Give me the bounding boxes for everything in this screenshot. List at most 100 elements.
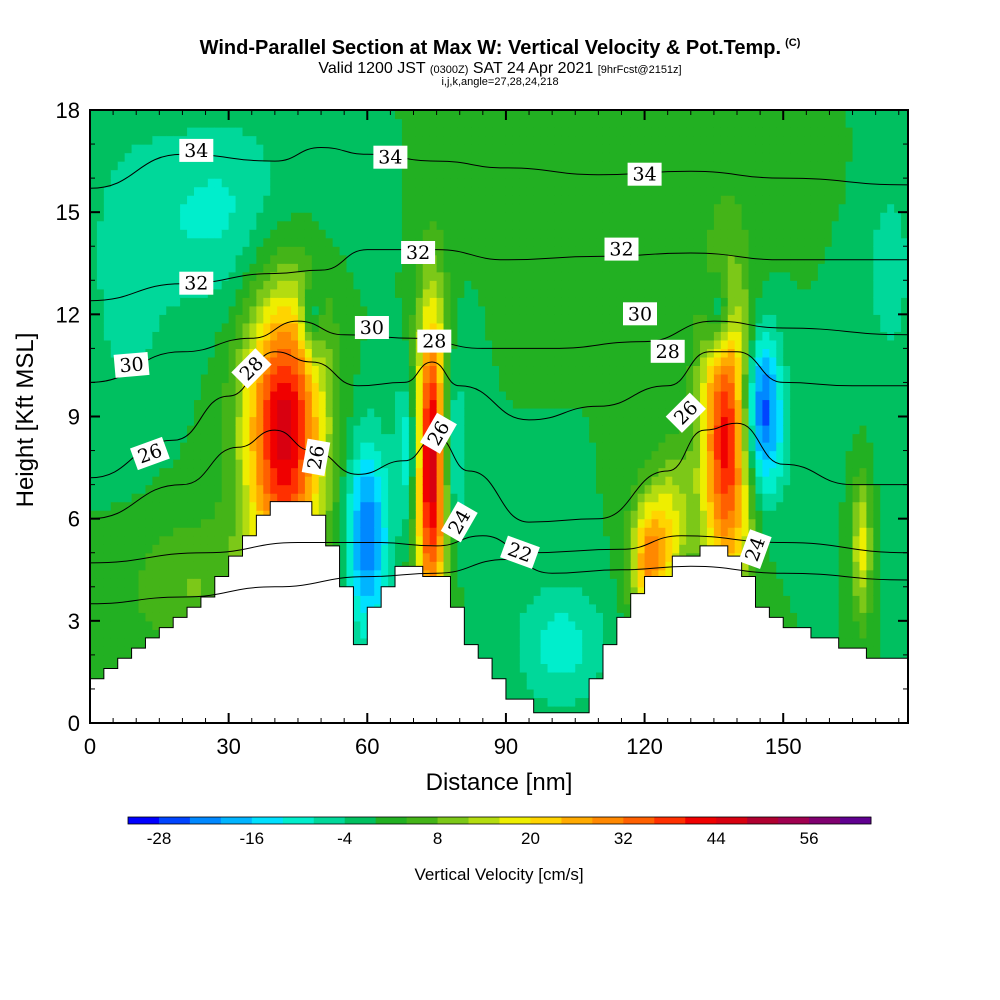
w-field-cell [96, 382, 105, 392]
w-field-cell [450, 569, 458, 579]
w-field-cell [297, 433, 306, 443]
w-field-cell [228, 425, 237, 435]
w-field-cell [512, 195, 521, 205]
w-field-cell [242, 127, 251, 137]
w-field-cell [138, 263, 147, 273]
w-field-cell [270, 476, 278, 486]
w-field-cell [540, 527, 549, 537]
w-field-cell [332, 322, 341, 332]
w-field-cell [221, 450, 230, 460]
w-field-cell [540, 254, 549, 264]
w-field-cell [152, 288, 160, 298]
w-field-cell [304, 493, 313, 503]
w-field-cell [228, 280, 237, 290]
w-field-cell [443, 373, 452, 384]
w-field-cell [471, 399, 479, 409]
w-field-cell [346, 578, 355, 588]
w-field-cell [180, 263, 188, 273]
w-field-cell [277, 365, 285, 375]
w-field-cell [228, 178, 237, 188]
w-field-cell [117, 297, 126, 307]
w-field-cell [339, 331, 348, 341]
w-field-cell [353, 348, 361, 358]
w-field-cell [381, 450, 389, 460]
w-field-cell [422, 450, 431, 460]
w-field-cell [110, 586, 119, 596]
w-field-cell [103, 595, 112, 605]
w-field-cell [332, 169, 341, 179]
w-field-cell [457, 195, 465, 205]
w-field-cell [422, 135, 431, 145]
w-field-cell [443, 510, 452, 520]
w-field-cell [388, 229, 396, 239]
w-field-cell [540, 671, 549, 682]
w-field-cell [408, 195, 417, 205]
w-field-cell [339, 501, 348, 511]
w-field-cell [173, 220, 181, 230]
w-field-cell [478, 476, 486, 486]
w-field-cell [471, 373, 479, 384]
w-field-cell [96, 212, 105, 222]
w-field-cell [145, 203, 153, 213]
w-field-cell [90, 110, 98, 120]
w-field-cell [228, 518, 237, 528]
w-field-cell [547, 510, 556, 520]
w-field-cell [96, 331, 105, 341]
w-field-cell [221, 331, 230, 341]
w-field-cell [159, 407, 167, 418]
w-field-cell [214, 501, 223, 511]
w-field-cell [353, 586, 361, 596]
w-field-cell [339, 459, 348, 469]
w-field-cell [360, 382, 368, 392]
w-field-cell [526, 416, 535, 426]
w-field-cell [200, 331, 209, 341]
w-field-cell [492, 169, 500, 179]
w-field-cell [429, 322, 438, 332]
w-field-cell [415, 467, 424, 477]
w-field-cell [249, 220, 257, 230]
w-field-cell [284, 161, 292, 171]
w-field-cell [457, 476, 465, 486]
w-field-cell [401, 425, 410, 435]
w-field-cell [284, 144, 292, 154]
w-field-cell [284, 322, 292, 332]
w-field-cell [457, 373, 465, 384]
w-field-cell [401, 169, 410, 179]
w-field-cell [270, 263, 278, 273]
w-field-cell [166, 544, 174, 554]
w-field-cell [526, 527, 535, 537]
w-field-cell [96, 527, 105, 537]
w-field-cell [318, 110, 327, 120]
w-field-cell [131, 552, 140, 562]
w-field-cell [561, 271, 569, 281]
w-field-cell [381, 501, 389, 511]
w-field-cell [353, 425, 361, 435]
w-field-cell [339, 399, 348, 409]
w-field-cell [318, 229, 327, 239]
w-field-cell [173, 425, 181, 435]
w-field-cell [547, 467, 556, 477]
w-field-cell [138, 552, 147, 562]
w-field-cell [96, 356, 105, 367]
w-field-cell [270, 220, 278, 230]
w-field-cell [505, 246, 514, 256]
w-field-cell [318, 237, 327, 247]
w-field-cell [96, 110, 105, 120]
w-field-cell [540, 144, 549, 154]
w-field-cell [270, 169, 278, 179]
w-field-cell [561, 382, 569, 392]
w-field-cell [492, 629, 500, 639]
w-field-cell [117, 110, 126, 120]
w-field-cell [263, 110, 271, 120]
w-field-cell [173, 612, 181, 622]
w-field-cell [270, 144, 278, 154]
w-field-cell [388, 237, 396, 247]
w-field-cell [360, 442, 368, 452]
w-field-cell [360, 620, 368, 630]
w-field-cell [117, 254, 126, 264]
w-field-cell [457, 297, 465, 307]
w-field-cell [540, 399, 549, 409]
w-field-cell [492, 135, 500, 145]
w-field-cell [401, 186, 410, 196]
